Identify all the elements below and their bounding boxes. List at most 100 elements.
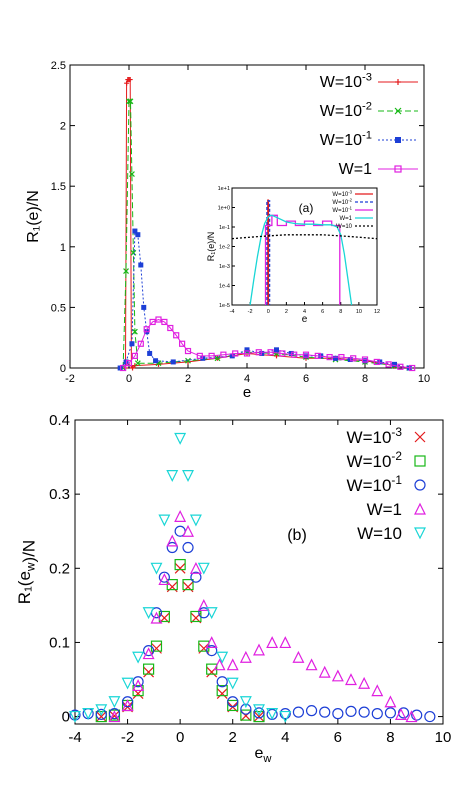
data-point xyxy=(121,699,134,712)
bottom-plot-frame xyxy=(74,419,444,725)
panel-label: (b) xyxy=(287,527,307,544)
data-point xyxy=(131,352,138,359)
data-point xyxy=(108,708,121,720)
legend-marker xyxy=(414,455,426,467)
top-legend: W=10-3 W=10-2 W=10-1 W=1 xyxy=(320,72,418,178)
y-tick-label: 0 xyxy=(62,709,70,726)
data-point xyxy=(205,636,218,649)
data-point xyxy=(318,665,331,678)
inset-series-4 xyxy=(231,234,378,240)
data-point xyxy=(373,358,380,366)
data-point xyxy=(392,361,397,367)
data-point xyxy=(220,351,227,358)
data-point xyxy=(174,558,186,571)
series-3 xyxy=(108,510,418,723)
x-tick-label: -2 xyxy=(65,373,75,385)
data-point xyxy=(338,353,345,361)
data-point xyxy=(132,363,138,369)
top-panel: -2 0 2 4 6 8 1000.511.522.5eR₁(e)/NW=10-3W=10-… xyxy=(25,60,430,401)
data-point xyxy=(243,350,251,357)
x-tick-label: 8 xyxy=(386,729,394,746)
inset-x-tick-label: 6 xyxy=(321,309,324,315)
data-point xyxy=(239,696,252,709)
data-point xyxy=(119,364,127,372)
data-point xyxy=(143,644,155,657)
data-point xyxy=(174,510,187,522)
data-point xyxy=(305,705,318,717)
data-point xyxy=(279,636,292,649)
inset-x-tick-label: 12 xyxy=(374,309,380,315)
data-point xyxy=(121,677,134,690)
legend-label: W=10-1 xyxy=(320,130,372,149)
legend-label: W=1 xyxy=(367,500,402,519)
data-point xyxy=(95,711,107,723)
x-tick-label: 4 xyxy=(281,729,289,746)
data-point xyxy=(149,318,156,326)
x-tick-label: 4 xyxy=(244,373,250,385)
data-point xyxy=(424,710,436,723)
data-point xyxy=(184,347,192,355)
data-point xyxy=(150,562,163,575)
data-point xyxy=(179,340,186,347)
data-point xyxy=(266,636,279,649)
x-axis-label: e xyxy=(243,384,251,401)
data-point xyxy=(143,326,150,333)
inset-x-tick-label: 8 xyxy=(339,309,342,315)
inset-x-axis-label: e xyxy=(302,314,308,325)
data-point xyxy=(121,696,134,708)
legend-marker xyxy=(414,502,426,515)
data-point xyxy=(279,708,291,720)
data-point xyxy=(135,232,141,238)
data-point xyxy=(253,643,265,656)
inset-x-tick-label: 10 xyxy=(356,309,362,315)
x-tick-label: 10 xyxy=(418,373,430,385)
x-tick-label: -4 xyxy=(68,729,81,746)
legend-label: W=10-2 xyxy=(347,449,403,471)
inset-y-tick-label: 1e+1 xyxy=(218,186,230,192)
data-point xyxy=(143,663,155,675)
data-point xyxy=(409,364,416,372)
data-point xyxy=(345,673,357,686)
x-tick-label: 8 xyxy=(362,373,368,385)
data-point xyxy=(226,677,239,690)
data-point xyxy=(303,353,309,359)
legend-marker xyxy=(414,431,426,443)
data-point xyxy=(213,658,226,671)
data-point xyxy=(227,699,239,712)
legend-label: W=10-1 xyxy=(347,473,403,495)
data-point xyxy=(127,98,134,105)
inset-y-tick-label: 1e+0 xyxy=(218,206,230,212)
data-point xyxy=(182,579,194,591)
y-tick-label: 0.2 xyxy=(49,560,70,577)
data-point xyxy=(253,707,265,719)
data-point xyxy=(82,708,94,720)
data-point xyxy=(274,347,279,353)
data-point xyxy=(253,704,265,717)
data-point xyxy=(208,352,215,359)
data-point xyxy=(131,328,138,335)
data-point xyxy=(137,340,144,347)
data-point xyxy=(394,708,407,720)
data-point xyxy=(182,541,194,554)
inset: -4 -2 0 2 4 6 8 10 12 1e-5 1e-4 1e-3 1e-2 1e-1 1e+0 1e+… xyxy=(206,186,380,325)
inset-y-tick-label: 1e-1 xyxy=(219,225,230,231)
data-point xyxy=(371,684,384,697)
data-point xyxy=(69,710,81,723)
data-point xyxy=(153,358,159,364)
data-point xyxy=(216,685,228,697)
data-point xyxy=(371,708,383,720)
data-point xyxy=(216,688,228,700)
y-tick-label: 0.1 xyxy=(49,634,70,651)
data-point xyxy=(123,268,129,274)
bottom-legend: W=10-3W=10-2W=10-1 W=1 W=10 xyxy=(347,425,426,543)
bottom-panel: -4 -2 0 2 4 6 8 10 0 0.1 0.2 0.3 0.4 ew R₁(ew)/N (b) W=1… xyxy=(15,412,451,765)
data-point xyxy=(240,709,252,721)
data-point xyxy=(216,651,229,664)
inset-y-tick-label: 1e-5 xyxy=(219,303,230,309)
y-tick-label: 2 xyxy=(60,121,66,133)
data-point xyxy=(385,361,392,368)
legend-marker xyxy=(414,479,426,491)
data-point xyxy=(174,432,187,445)
x-axis-label: ew xyxy=(255,745,273,765)
data-point xyxy=(126,98,132,105)
